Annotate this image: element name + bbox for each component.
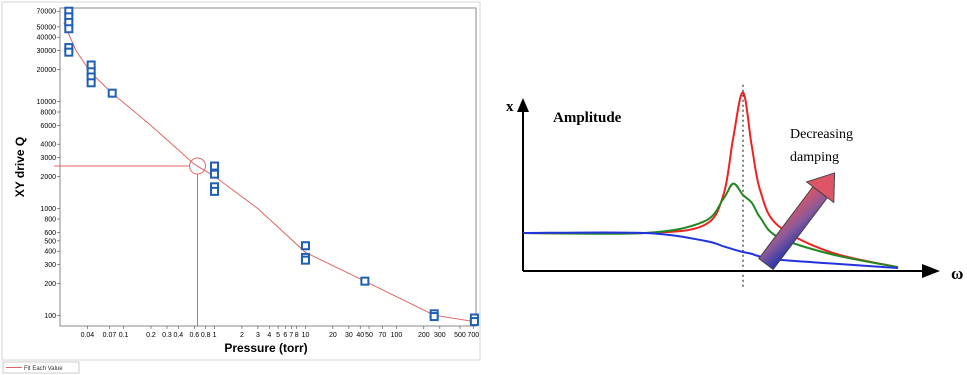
data-point [86,78,96,88]
q-vs-pressure-chart: 1002003004005006008001000200030004000600… [1,1,481,374]
damping-arrow [758,172,836,271]
plot-frame [59,7,477,327]
data-point [469,317,479,327]
x-tick-label: 2 [240,332,244,339]
x-tick-label: 70 [378,332,386,339]
x-tick-labels: 0.04 0.07 0.1 0.2 0.3 0.4 0.6 0.8 1 2 3 4 5 6 7 8 10 20 30… [81,326,479,339]
x-tick-label: 40 [356,332,364,339]
highlight-circle [189,157,207,175]
x-tick-label: 7 [289,332,293,339]
x-tick-label: 0.8 [201,332,211,339]
x-tick-label: 500 [454,332,466,339]
y-tick-label: 100 [44,313,56,320]
resonance-chart: x ω Amplitude Decreasing damping [506,84,963,289]
x-tick-label: 700 [467,332,479,339]
data-point [360,276,370,286]
y-tick-label: 6000 [40,123,56,130]
annotation-line-1: Decreasing [790,127,853,142]
x-tick-label: 100 [391,332,403,339]
data-point [64,47,74,57]
x-axis-title: Pressure (torr) [224,341,307,355]
y-tick-label: 50000 [37,24,57,31]
y-axis-title: XY drive Q [13,137,27,197]
y-tick-label: 600 [44,230,56,237]
x-tick-label: 6 [283,332,287,339]
data-point [300,241,310,251]
legend-box [2,361,80,374]
y-tick-label: 1000 [40,206,56,213]
x-tick-label: 0.4 [173,332,183,339]
amplitude-label: Amplitude [553,110,622,126]
y-tick-label: 3000 [40,155,56,162]
x-tick-label: 200 [418,332,430,339]
y-tick-label: 70000 [37,9,57,16]
y-tick-label: 4000 [40,142,56,149]
x-tick-label: 10 [302,332,310,339]
y-tick-label: 20000 [37,67,57,74]
y-tick-label: 300 [44,262,56,269]
x-axis-arrowhead [922,264,940,278]
data-points [64,6,479,327]
x-tick-label: 1 [213,332,217,339]
annotation-line-2: damping [790,150,839,165]
x-tick-label: 8 [295,332,299,339]
legend: Fit Each Value [2,361,80,374]
data-point [210,161,220,171]
y-tick-label: 10000 [37,99,57,106]
y-tick-label: 800 [44,217,56,224]
y-tick-label: 200 [44,281,56,288]
chart-border [1,1,481,361]
y-axis-arrowhead [517,98,529,112]
y-tick-label: 400 [44,249,56,256]
x-tick-label: 30 [345,332,353,339]
y-tick-label: 2000 [40,174,56,181]
data-point [210,169,220,179]
arrow-shaft [758,186,829,271]
x-tick-label: 0.1 [119,332,129,339]
y-tick-label: 30000 [37,48,57,55]
y-tick-label: 40000 [37,35,57,42]
x-tick-label: 0.3 [162,332,172,339]
x-tick-label: 300 [434,332,446,339]
data-point [64,24,74,34]
legend-label: Fit Each Value [24,366,63,372]
data-point [107,88,117,98]
y-axis-label: x [506,99,514,115]
x-tick-label: 0.04 [81,332,95,339]
x-tick-label: 0.6 [189,332,199,339]
data-point [429,312,439,322]
x-tick-label: 0.07 [103,332,117,339]
response-curve [522,231,899,269]
reference-lines [54,165,199,326]
y-tick-label: 8000 [40,110,56,117]
x-tick-label: 3 [256,332,260,339]
x-tick-label: 0.2 [146,332,156,339]
y-tick-label: 500 [44,238,56,245]
x-tick-label: 4 [267,332,271,339]
data-point [300,255,310,265]
arrow-head [805,172,836,204]
x-axis-label: ω [951,264,963,283]
data-point [210,186,220,196]
x-tick-label: 50 [365,332,373,339]
x-tick-label: 5 [276,332,280,339]
x-tick-label: 20 [329,332,337,339]
